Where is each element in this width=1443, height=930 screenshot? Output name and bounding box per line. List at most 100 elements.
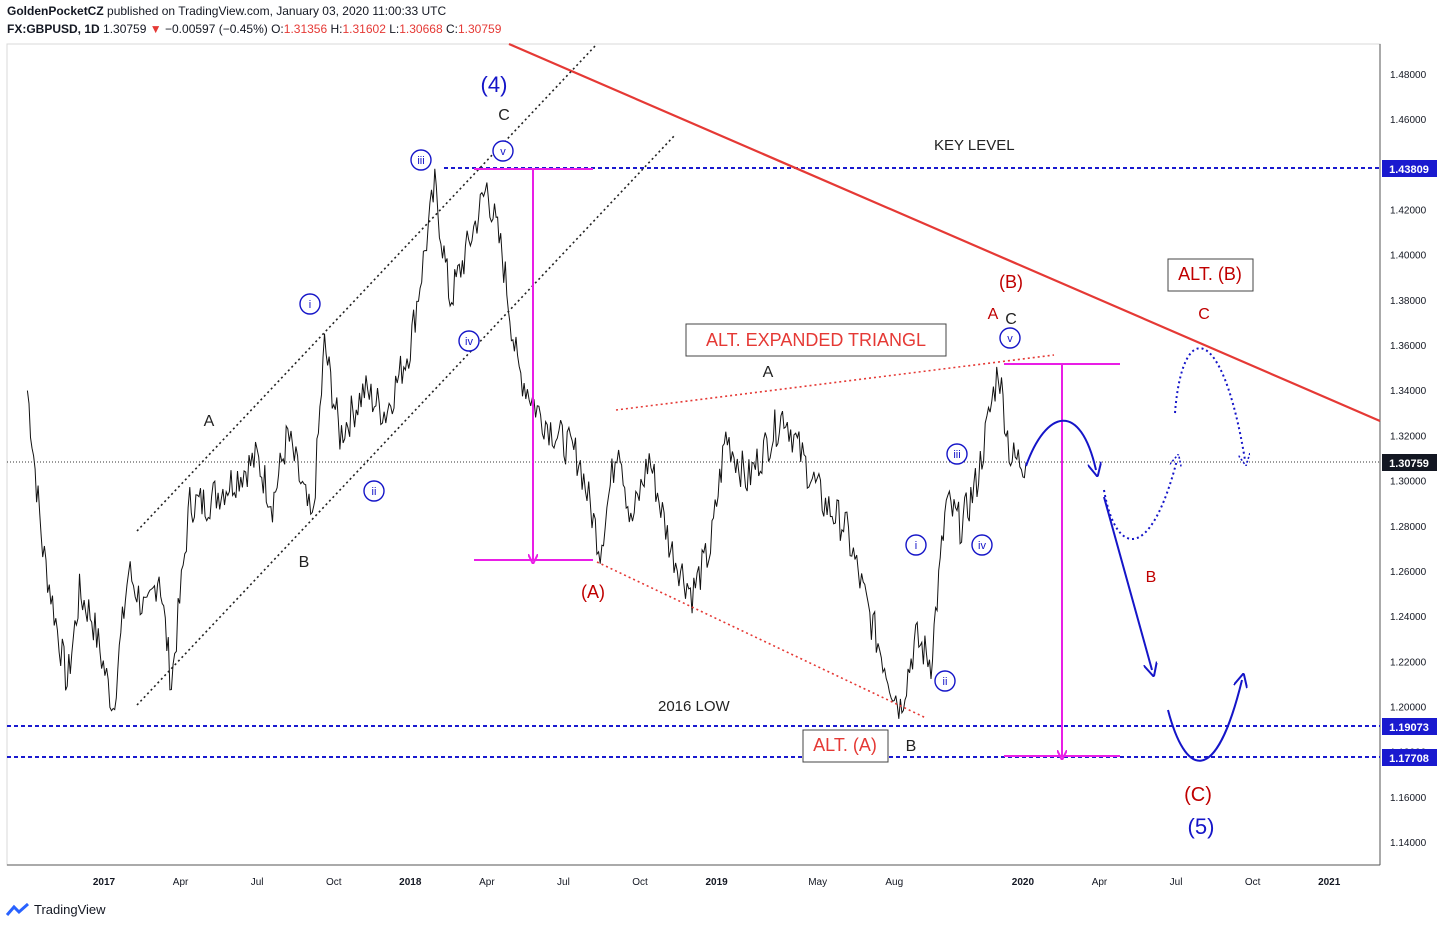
svg-text:iii: iii: [953, 449, 960, 461]
x-tick-label: May: [808, 877, 827, 888]
svg-text:i: i: [915, 540, 917, 552]
alt-a-box: ALT. (A): [802, 729, 889, 763]
wave-i-circle: i: [299, 293, 321, 315]
price-line: [26, 168, 1027, 719]
alt-b-box: ALT. (B): [1167, 258, 1254, 292]
low-b-label: B: [906, 738, 917, 755]
x-tick-label: 2017: [93, 877, 116, 888]
y-tick-label: 1.36000: [1390, 341, 1427, 352]
x-tick-label: Jul: [557, 877, 570, 888]
x-tick-label: 2018: [399, 877, 422, 888]
low-value: 1.30668: [399, 22, 443, 36]
triangle-lower: [596, 561, 927, 719]
x-tick-label: 2021: [1318, 877, 1341, 888]
projection-alt-b-peak: [1174, 347, 1245, 460]
y-tick-label: 1.30000: [1390, 477, 1427, 488]
high-value: 1.31602: [342, 22, 386, 36]
svg-text:ALT. (A): ALT. (A): [813, 735, 877, 755]
svg-text:i: i: [309, 299, 311, 311]
wave-5-label: (5): [1188, 814, 1215, 839]
low-2016-tag: 1.19073: [1382, 718, 1437, 735]
x-tick-label: Oct: [632, 877, 648, 888]
tradingview-branding[interactable]: TradingView: [6, 902, 106, 917]
current-price-tag: 1.30759: [1382, 454, 1437, 471]
x-tick-label: Apr: [1092, 877, 1108, 888]
low-label: L:: [389, 22, 400, 36]
channel-a-label: A: [204, 413, 215, 430]
wave-iv2-circle: iv: [971, 534, 993, 556]
y-tick-label: 1.16000: [1390, 793, 1427, 804]
x-tick-label: 2019: [705, 877, 728, 888]
wave-v2-circle: v: [999, 327, 1021, 349]
ohlc-legend: FX:GBPUSD, 1D 1.30759 ▼ −0.00597 (−0.45%…: [7, 22, 501, 36]
svg-text:1.30759: 1.30759: [1389, 458, 1429, 470]
wave-iii2-circle: iii: [946, 443, 968, 465]
future-c-label: C: [1198, 306, 1210, 323]
tradingview-logo-icon: [6, 902, 29, 916]
svg-text:v: v: [500, 146, 506, 158]
wave-big-b-label: (B): [999, 272, 1023, 292]
projection-drop: [1103, 496, 1152, 670]
y-tick-label: 1.38000: [1390, 296, 1427, 307]
y-tick-label: 1.20000: [1390, 702, 1427, 713]
brand-label: TradingView: [34, 902, 106, 917]
svg-text:ii: ii: [372, 486, 377, 498]
wave-4-c-label: C: [498, 107, 510, 124]
close-label: C:: [445, 22, 458, 36]
key-level-label: KEY LEVEL: [934, 137, 1015, 154]
y-tick-label: 1.34000: [1390, 386, 1427, 397]
channel-upper: [136, 43, 598, 532]
b-c-label: C: [1005, 311, 1017, 328]
high-label: H:: [330, 22, 343, 36]
x-tick-label: Aug: [885, 877, 903, 888]
svg-text:1.17708: 1.17708: [1389, 753, 1429, 765]
symbol-label: FX:GBPUSD, 1D: [7, 22, 100, 36]
wave-ii-circle: ii: [363, 480, 385, 502]
low-2016-label: 2016 LOW: [658, 698, 731, 715]
svg-text:iii: iii: [417, 155, 424, 167]
y-tick-label: 1.42000: [1390, 206, 1427, 217]
price-change: −0.00597 (−0.45%): [165, 22, 268, 36]
wave-iii-circle: iii: [410, 149, 432, 171]
wave-i2-circle: i: [905, 534, 927, 556]
svg-text:iv: iv: [978, 540, 986, 552]
published-text: published on TradingView.com, January 03…: [107, 4, 447, 18]
last-price: 1.30759: [103, 22, 147, 36]
x-tick-label: Jul: [1170, 877, 1183, 888]
author-name[interactable]: GoldenPocketCZ: [7, 4, 104, 18]
y-tick-label: 1.14000: [1390, 838, 1427, 849]
wave-big-a-label: (A): [581, 582, 605, 602]
wave-big-c-label: (C): [1184, 784, 1212, 806]
y-tick-label: 1.32000: [1390, 431, 1427, 442]
y-tick-label: 1.48000: [1390, 70, 1427, 81]
wave-v-circle: v: [492, 140, 514, 162]
svg-text:iv: iv: [465, 336, 473, 348]
x-tick-label: Oct: [1245, 877, 1261, 888]
x-tick-label: Apr: [173, 877, 189, 888]
x-tick-label: Oct: [326, 877, 342, 888]
close-value: 1.30759: [457, 22, 502, 36]
wave-ii2-circle: ii: [934, 670, 956, 692]
y-tick-label: 1.28000: [1390, 522, 1427, 533]
wave-4-label: (4): [481, 72, 508, 97]
b-a-label: A: [988, 306, 999, 323]
y-tick-label: 1.26000: [1390, 567, 1427, 578]
x-tick-label: 2020: [1012, 877, 1035, 888]
x-tick-label: Apr: [479, 877, 495, 888]
svg-text:v: v: [1007, 333, 1013, 345]
x-tick-label: Jul: [251, 877, 264, 888]
price-series: [26, 168, 1027, 719]
resistance-trendline: [508, 42, 1381, 423]
y-tick-label: 1.40000: [1390, 251, 1427, 262]
y-tick-label: 1.24000: [1390, 612, 1427, 623]
open-label: O:: [271, 22, 284, 36]
down-arrow-icon: ▼: [149, 22, 162, 36]
open-value: 1.31356: [283, 22, 328, 36]
triangle-a-label: A: [763, 364, 774, 381]
publish-info: GoldenPocketCZ published on TradingView.…: [7, 4, 446, 18]
target-tag: 1.17708: [1382, 749, 1437, 766]
svg-text:1.43809: 1.43809: [1389, 164, 1429, 176]
projection-c-wave: [1167, 680, 1242, 762]
alt-triangle-box: ALT. EXPANDED TRIANGL: [685, 323, 947, 357]
